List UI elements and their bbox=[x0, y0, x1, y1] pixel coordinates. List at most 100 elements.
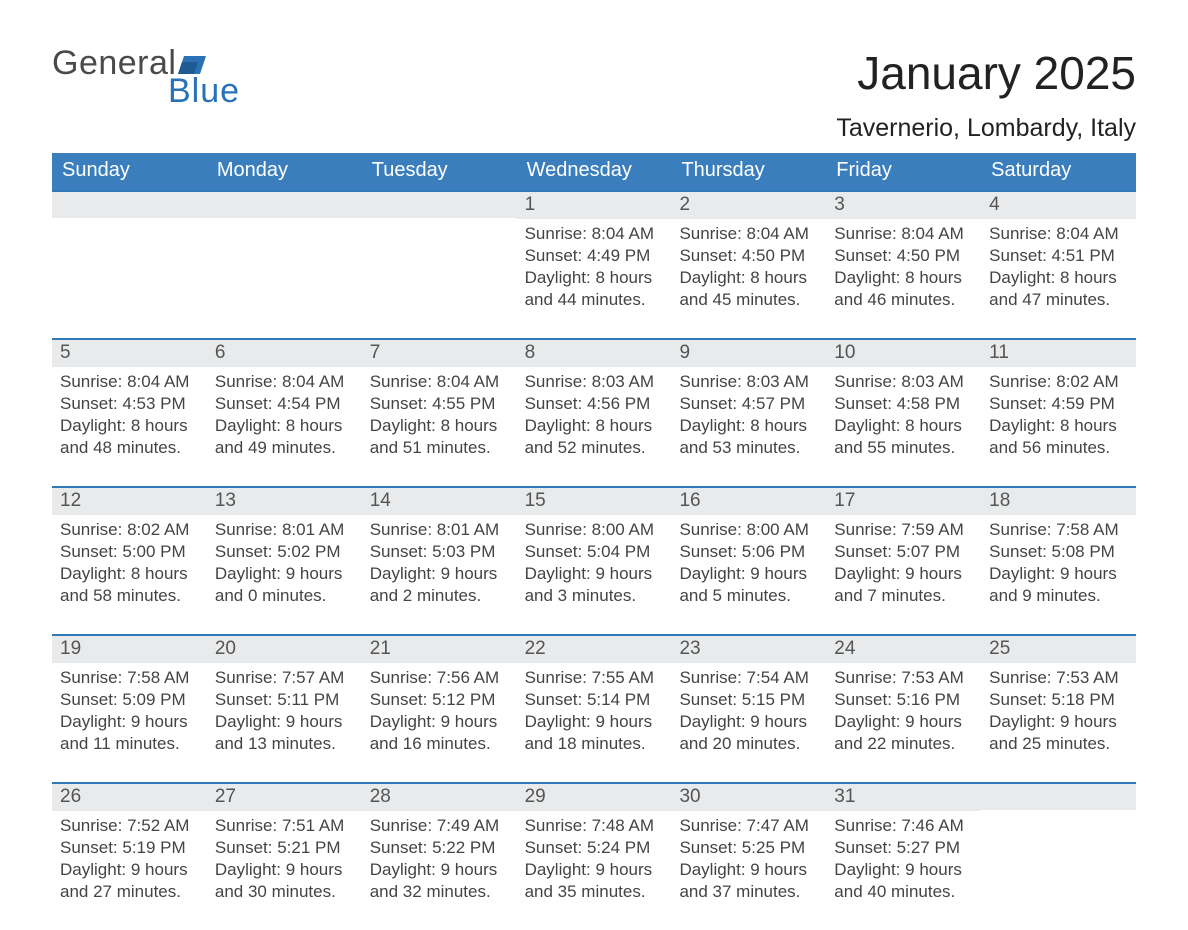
day-sunrise: Sunrise: 8:03 AM bbox=[679, 371, 818, 393]
day-cell: 20Sunrise: 7:57 AMSunset: 5:11 PMDayligh… bbox=[207, 636, 362, 782]
day-daylight1: Daylight: 9 hours bbox=[525, 563, 664, 585]
day-daylight1: Daylight: 9 hours bbox=[370, 711, 509, 733]
day-daylight2: and 7 minutes. bbox=[834, 585, 973, 607]
day-number: 12 bbox=[52, 488, 207, 515]
day-sunset: Sunset: 5:07 PM bbox=[834, 541, 973, 563]
day-daylight1: Daylight: 8 hours bbox=[834, 415, 973, 437]
day-cell: 8Sunrise: 8:03 AMSunset: 4:56 PMDaylight… bbox=[517, 340, 672, 486]
day-sunrise: Sunrise: 8:03 AM bbox=[834, 371, 973, 393]
day-sunset: Sunset: 4:54 PM bbox=[215, 393, 354, 415]
day-sunset: Sunset: 4:56 PM bbox=[525, 393, 664, 415]
day-body: Sunrise: 7:56 AMSunset: 5:12 PMDaylight:… bbox=[362, 663, 517, 763]
day-sunset: Sunset: 5:04 PM bbox=[525, 541, 664, 563]
day-cell: 11Sunrise: 8:02 AMSunset: 4:59 PMDayligh… bbox=[981, 340, 1136, 486]
day-cell: 1Sunrise: 8:04 AMSunset: 4:49 PMDaylight… bbox=[517, 192, 672, 338]
weeks-container: 1Sunrise: 8:04 AMSunset: 4:49 PMDaylight… bbox=[52, 190, 1136, 930]
day-sunrise: Sunrise: 8:02 AM bbox=[989, 371, 1128, 393]
day-daylight2: and 0 minutes. bbox=[215, 585, 354, 607]
day-sunset: Sunset: 5:19 PM bbox=[60, 837, 199, 859]
day-sunrise: Sunrise: 8:04 AM bbox=[525, 223, 664, 245]
day-daylight2: and 3 minutes. bbox=[525, 585, 664, 607]
day-sunrise: Sunrise: 7:46 AM bbox=[834, 815, 973, 837]
day-number: 30 bbox=[671, 784, 826, 811]
day-number: 14 bbox=[362, 488, 517, 515]
day-cell: 31Sunrise: 7:46 AMSunset: 5:27 PMDayligh… bbox=[826, 784, 981, 930]
day-daylight2: and 27 minutes. bbox=[60, 881, 199, 903]
day-sunset: Sunset: 5:06 PM bbox=[679, 541, 818, 563]
day-cell: 13Sunrise: 8:01 AMSunset: 5:02 PMDayligh… bbox=[207, 488, 362, 634]
day-number: 16 bbox=[671, 488, 826, 515]
day-daylight2: and 45 minutes. bbox=[679, 289, 818, 311]
day-daylight1: Daylight: 9 hours bbox=[679, 711, 818, 733]
day-number: 2 bbox=[671, 192, 826, 219]
day-sunrise: Sunrise: 8:02 AM bbox=[60, 519, 199, 541]
day-sunset: Sunset: 5:15 PM bbox=[679, 689, 818, 711]
day-number bbox=[362, 192, 517, 218]
day-daylight1: Daylight: 9 hours bbox=[525, 711, 664, 733]
day-cell: 12Sunrise: 8:02 AMSunset: 5:00 PMDayligh… bbox=[52, 488, 207, 634]
day-number: 9 bbox=[671, 340, 826, 367]
day-body: Sunrise: 7:47 AMSunset: 5:25 PMDaylight:… bbox=[671, 811, 826, 911]
day-number: 25 bbox=[981, 636, 1136, 663]
day-cell: 6Sunrise: 8:04 AMSunset: 4:54 PMDaylight… bbox=[207, 340, 362, 486]
day-body: Sunrise: 8:00 AMSunset: 5:04 PMDaylight:… bbox=[517, 515, 672, 615]
day-body: Sunrise: 7:48 AMSunset: 5:24 PMDaylight:… bbox=[517, 811, 672, 911]
day-daylight1: Daylight: 9 hours bbox=[834, 859, 973, 881]
day-daylight2: and 2 minutes. bbox=[370, 585, 509, 607]
day-daylight1: Daylight: 8 hours bbox=[370, 415, 509, 437]
day-number: 23 bbox=[671, 636, 826, 663]
day-number: 22 bbox=[517, 636, 672, 663]
day-body: Sunrise: 8:04 AMSunset: 4:49 PMDaylight:… bbox=[517, 219, 672, 319]
day-body: Sunrise: 8:04 AMSunset: 4:50 PMDaylight:… bbox=[671, 219, 826, 319]
day-sunrise: Sunrise: 8:00 AM bbox=[679, 519, 818, 541]
day-cell: 19Sunrise: 7:58 AMSunset: 5:09 PMDayligh… bbox=[52, 636, 207, 782]
day-daylight1: Daylight: 9 hours bbox=[989, 563, 1128, 585]
day-sunrise: Sunrise: 7:58 AM bbox=[989, 519, 1128, 541]
day-cell: 28Sunrise: 7:49 AMSunset: 5:22 PMDayligh… bbox=[362, 784, 517, 930]
day-sunset: Sunset: 5:12 PM bbox=[370, 689, 509, 711]
weekday-thursday: Thursday bbox=[671, 153, 826, 190]
day-body: Sunrise: 8:04 AMSunset: 4:50 PMDaylight:… bbox=[826, 219, 981, 319]
day-sunrise: Sunrise: 8:00 AM bbox=[525, 519, 664, 541]
day-sunrise: Sunrise: 8:04 AM bbox=[989, 223, 1128, 245]
day-daylight2: and 56 minutes. bbox=[989, 437, 1128, 459]
day-sunrise: Sunrise: 7:53 AM bbox=[834, 667, 973, 689]
day-daylight1: Daylight: 8 hours bbox=[989, 415, 1128, 437]
day-sunset: Sunset: 5:00 PM bbox=[60, 541, 199, 563]
day-number: 24 bbox=[826, 636, 981, 663]
day-number: 13 bbox=[207, 488, 362, 515]
day-body: Sunrise: 7:52 AMSunset: 5:19 PMDaylight:… bbox=[52, 811, 207, 911]
day-sunrise: Sunrise: 7:53 AM bbox=[989, 667, 1128, 689]
day-body: Sunrise: 8:04 AMSunset: 4:55 PMDaylight:… bbox=[362, 367, 517, 467]
day-daylight1: Daylight: 8 hours bbox=[679, 267, 818, 289]
day-sunset: Sunset: 5:27 PM bbox=[834, 837, 973, 859]
day-sunrise: Sunrise: 7:49 AM bbox=[370, 815, 509, 837]
day-daylight2: and 47 minutes. bbox=[989, 289, 1128, 311]
day-daylight2: and 9 minutes. bbox=[989, 585, 1128, 607]
day-body bbox=[362, 218, 517, 230]
day-sunset: Sunset: 5:03 PM bbox=[370, 541, 509, 563]
day-body: Sunrise: 8:01 AMSunset: 5:03 PMDaylight:… bbox=[362, 515, 517, 615]
day-sunset: Sunset: 5:21 PM bbox=[215, 837, 354, 859]
day-cell: 5Sunrise: 8:04 AMSunset: 4:53 PMDaylight… bbox=[52, 340, 207, 486]
day-daylight1: Daylight: 9 hours bbox=[834, 563, 973, 585]
day-body: Sunrise: 8:03 AMSunset: 4:57 PMDaylight:… bbox=[671, 367, 826, 467]
day-sunset: Sunset: 4:58 PM bbox=[834, 393, 973, 415]
day-daylight1: Daylight: 8 hours bbox=[989, 267, 1128, 289]
day-sunrise: Sunrise: 7:59 AM bbox=[834, 519, 973, 541]
day-number: 27 bbox=[207, 784, 362, 811]
day-cell: 23Sunrise: 7:54 AMSunset: 5:15 PMDayligh… bbox=[671, 636, 826, 782]
day-daylight2: and 37 minutes. bbox=[679, 881, 818, 903]
day-cell: 7Sunrise: 8:04 AMSunset: 4:55 PMDaylight… bbox=[362, 340, 517, 486]
day-sunset: Sunset: 4:57 PM bbox=[679, 393, 818, 415]
weekday-wednesday: Wednesday bbox=[517, 153, 672, 190]
day-cell: 17Sunrise: 7:59 AMSunset: 5:07 PMDayligh… bbox=[826, 488, 981, 634]
day-sunset: Sunset: 4:55 PM bbox=[370, 393, 509, 415]
day-daylight2: and 11 minutes. bbox=[60, 733, 199, 755]
day-sunset: Sunset: 5:24 PM bbox=[525, 837, 664, 859]
day-number: 28 bbox=[362, 784, 517, 811]
day-body: Sunrise: 7:49 AMSunset: 5:22 PMDaylight:… bbox=[362, 811, 517, 911]
day-daylight1: Daylight: 8 hours bbox=[525, 267, 664, 289]
day-sunrise: Sunrise: 8:04 AM bbox=[370, 371, 509, 393]
day-body bbox=[981, 810, 1136, 822]
